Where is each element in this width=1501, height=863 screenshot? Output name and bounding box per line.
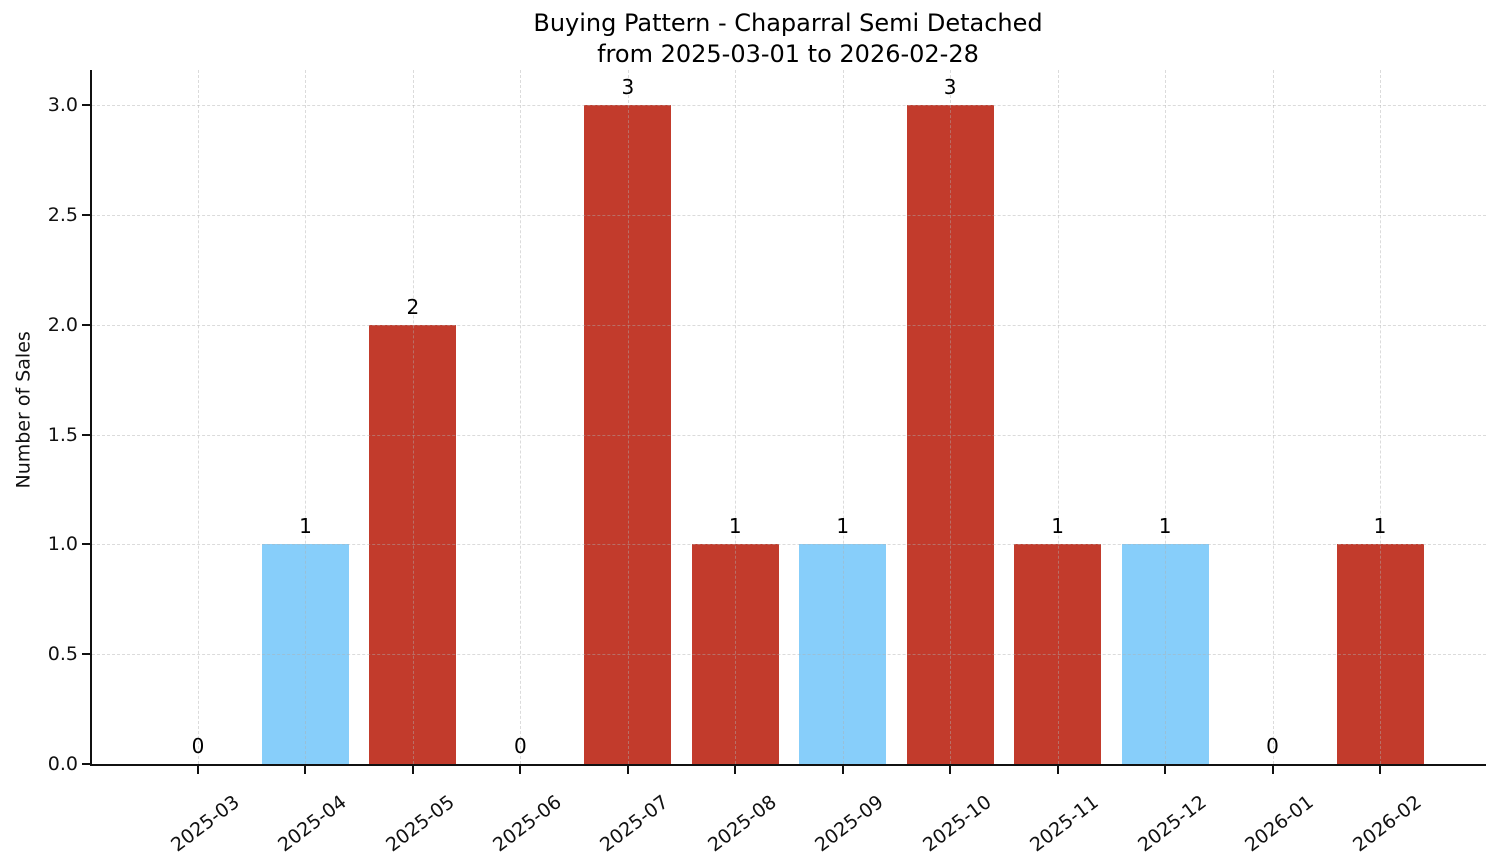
y-tick-label: 1.5 (47, 423, 78, 446)
gridline-horizontal (92, 654, 1486, 656)
y-axis-label: Number of Sales (12, 331, 35, 489)
bar-value-label: 1 (1158, 514, 1172, 539)
gridline-vertical (520, 70, 522, 764)
gridline-vertical (1057, 70, 1059, 764)
x-tick-mark (519, 766, 522, 774)
chart-title: Buying Pattern - Chaparral Semi Detached… (90, 8, 1486, 70)
chart-title-line2: from 2025-03-01 to 2026-02-28 (597, 40, 979, 68)
x-tick-mark (304, 766, 307, 774)
x-tick-mark (734, 766, 737, 774)
x-tick-mark (1164, 766, 1167, 774)
x-tick-label-text: 2026-02 (1348, 791, 1426, 857)
bar-value-label: 2 (406, 294, 420, 319)
y-tick-mark (82, 763, 90, 765)
gridline-vertical (305, 70, 307, 764)
gridline-vertical (1380, 70, 1381, 764)
bar-value-label: 3 (943, 75, 957, 100)
y-tick-label: 2.0 (47, 313, 78, 336)
gridline-vertical (198, 70, 199, 764)
bar-2025-09 (799, 544, 887, 764)
gridline-vertical (1272, 70, 1274, 764)
x-tick-mark (411, 766, 414, 774)
y-tick-mark (82, 323, 90, 326)
gridline-vertical (627, 70, 629, 764)
gridline-horizontal (92, 434, 1486, 436)
x-tick-mark (1056, 766, 1059, 774)
gridline-horizontal (92, 214, 1486, 216)
y-tick-mark (82, 433, 90, 436)
x-tick-mark (1379, 766, 1381, 774)
x-tick-mark (197, 766, 199, 774)
bar-value-label: 1 (299, 514, 312, 539)
x-tick-mark (626, 766, 629, 774)
x-tick-mark (949, 766, 952, 774)
y-tick-label: 1.0 (47, 533, 78, 556)
y-tick-label: 0.5 (47, 643, 78, 666)
bar-value-label: 1 (728, 514, 742, 539)
gridline-vertical (842, 70, 844, 764)
gridline-horizontal (92, 105, 1486, 107)
y-tick-label: 0.0 (47, 753, 78, 775)
bar-value-label: 1 (1373, 514, 1387, 539)
gridline-vertical (735, 70, 737, 764)
y-tick-mark (82, 104, 90, 107)
bar-2025-12 (1121, 544, 1209, 764)
x-tick-mark (841, 766, 844, 774)
bar-value-label: 3 (621, 75, 635, 100)
bar-2025-10 (906, 105, 994, 764)
y-tick-label: 2.5 (47, 203, 78, 226)
chart-title-line1: Buying Pattern - Chaparral Semi Detached (533, 9, 1043, 37)
bar-2025-07 (584, 105, 672, 764)
bar-2025-04 (261, 544, 349, 764)
y-tick-mark (82, 213, 90, 216)
bar-value-label: 1 (836, 514, 850, 539)
x-tick-mark (1271, 766, 1274, 774)
x-tick-label: 2026-02 (1172, 791, 1426, 856)
gridline-vertical (950, 70, 952, 764)
bar-value-label: 1 (1051, 514, 1064, 539)
bar-2026-02 (1336, 544, 1424, 764)
y-tick-label: 3.0 (47, 94, 78, 117)
bar-2025-05 (369, 324, 457, 764)
gridline-vertical (412, 70, 414, 764)
plot-area: 0 1 2 0 3 1 1 3 1 1 0 1 2025-03 2025-04 2025-05 2025-06… (48, 70, 1486, 856)
y-tick-mark (82, 543, 90, 546)
bar-2025-11 (1014, 544, 1102, 764)
gridline-horizontal (92, 544, 1486, 546)
gridline-horizontal (92, 324, 1486, 326)
y-tick-mark (82, 653, 90, 656)
bar-value-label: 0 (191, 734, 205, 758)
bar-value-label: 0 (513, 734, 527, 758)
gridline-vertical (1165, 70, 1167, 764)
bar-value-label: 0 (1266, 734, 1279, 758)
bar-2025-08 (691, 544, 779, 764)
